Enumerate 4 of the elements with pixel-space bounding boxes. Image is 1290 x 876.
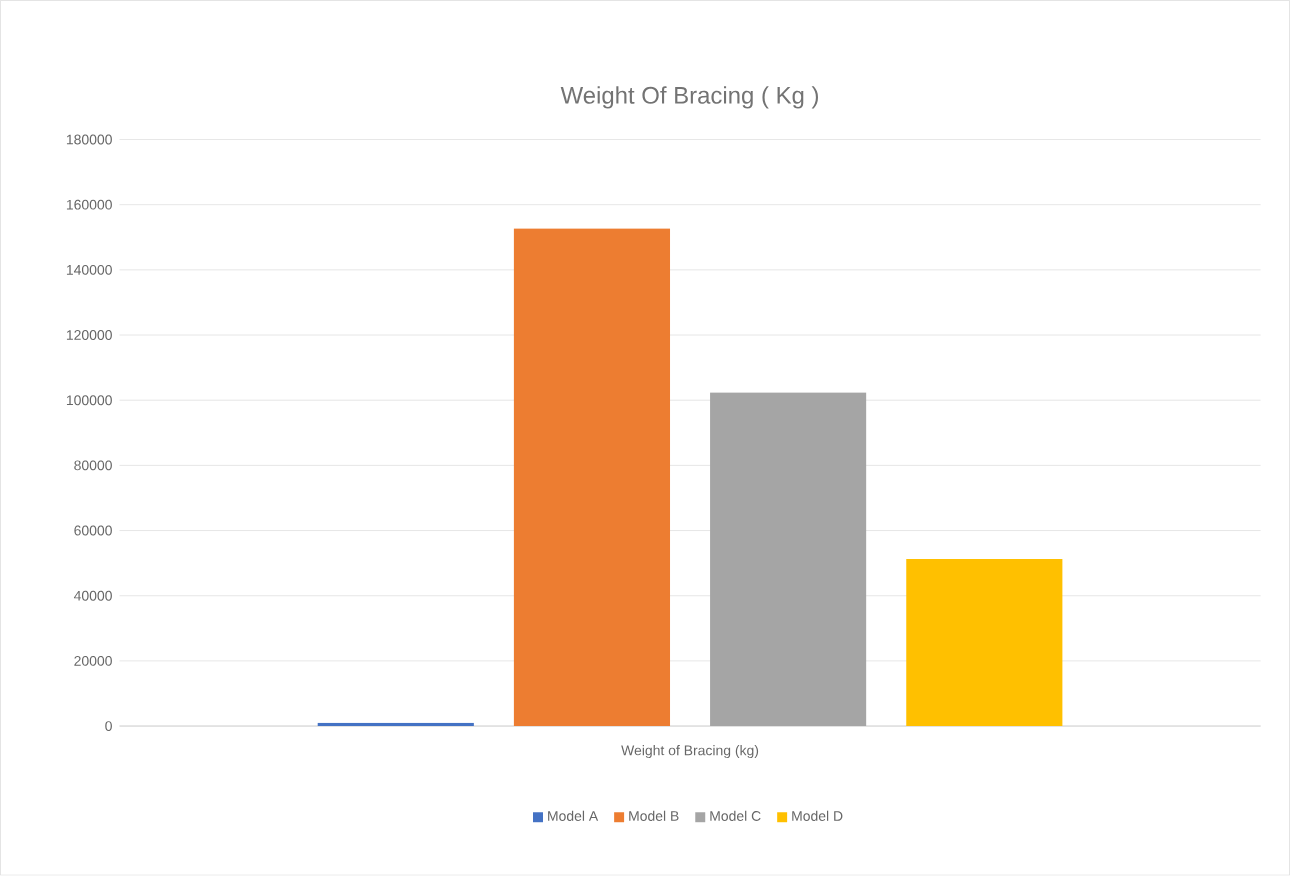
bar — [513, 228, 671, 727]
chart-title: Weight Of Bracing ( Kg ) — [560, 86, 818, 109]
bar — [710, 392, 867, 727]
bar — [906, 559, 1063, 727]
